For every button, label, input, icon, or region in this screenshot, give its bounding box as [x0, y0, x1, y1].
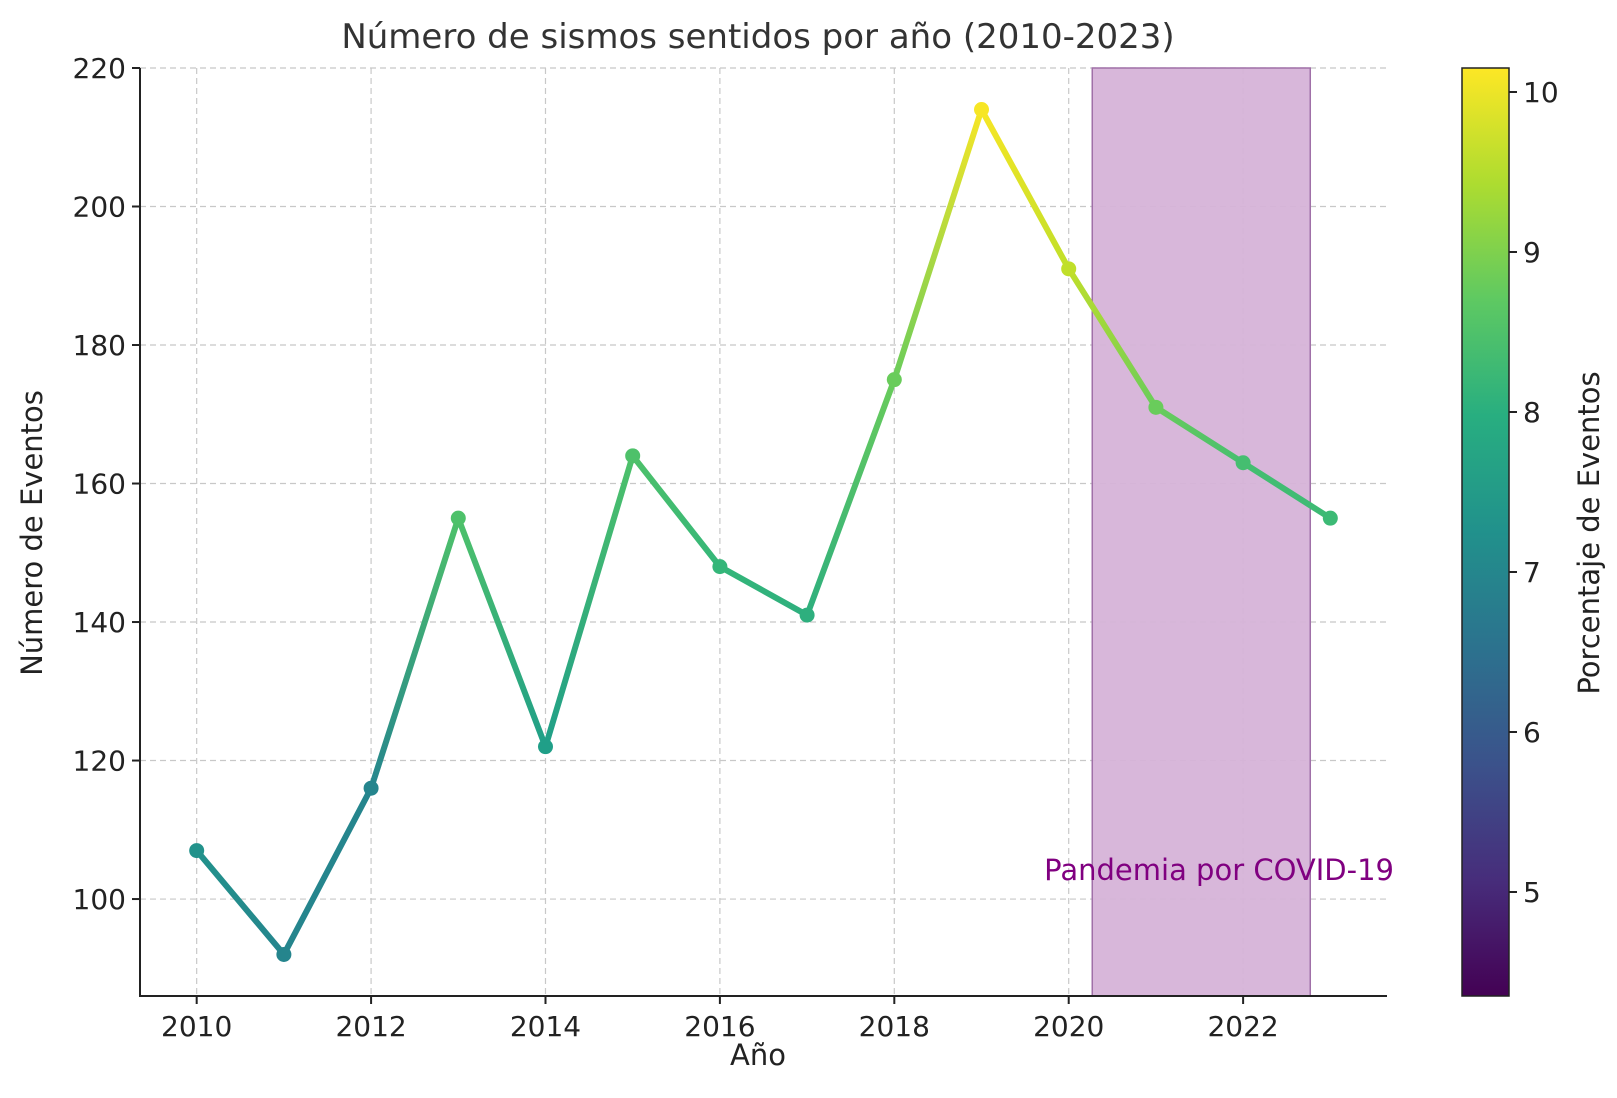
covid-shaded-region — [1091, 67, 1312, 997]
line-segment-2017-2018 — [804, 376, 898, 619]
series-line — [193, 106, 1334, 958]
x-tick-label: 2022 — [1207, 1010, 1278, 1043]
x-tick-label: 2010 — [161, 1010, 232, 1043]
colorbar-tick-label: 10 — [1523, 76, 1559, 109]
colorbar-tick-label: 5 — [1523, 876, 1541, 909]
line-segment-2013-2014 — [455, 515, 549, 750]
x-tick-label: 2018 — [859, 1010, 930, 1043]
line-segment-2021-2022 — [1152, 404, 1247, 466]
x-tick-label: 2014 — [510, 1010, 581, 1043]
data-point-2023 — [1322, 510, 1338, 526]
y-tick-label: 140 — [73, 606, 126, 639]
data-point-2013 — [450, 510, 466, 526]
y-tick-label: 100 — [73, 883, 126, 916]
data-point-2021 — [1148, 399, 1164, 415]
x-axis-label: Año — [730, 1038, 786, 1072]
y-tick-label: 180 — [73, 329, 126, 362]
grid-lines — [140, 67, 1387, 996]
colorbar: 5 6 7 8 9 10 — [1461, 67, 1559, 997]
y-tick-label: 120 — [73, 745, 126, 778]
data-point-2015 — [625, 448, 641, 464]
data-point-2016 — [712, 559, 728, 575]
data-point-2017 — [799, 607, 815, 623]
line-segment-2015-2016 — [629, 452, 723, 570]
data-point-2012 — [363, 780, 379, 796]
line-segment-2010-2011 — [193, 847, 287, 958]
colorbar-tick-label: 6 — [1523, 716, 1541, 749]
data-point-2011 — [276, 946, 292, 962]
axes — [139, 68, 1387, 997]
data-point-2010 — [189, 843, 205, 859]
data-point-2018 — [886, 372, 902, 388]
y-axis-ticks: 100 120 140 160 180 200 220 — [73, 52, 140, 916]
x-tick-label: 2016 — [684, 1010, 755, 1043]
line-segment-2019-2020 — [978, 106, 1072, 272]
colorbar-tick-label: 8 — [1523, 396, 1541, 429]
data-point-2020 — [1061, 261, 1077, 277]
y-axis-label: Número de Eventos — [15, 390, 49, 676]
series-points — [189, 102, 1338, 962]
colorbar-tick-label: 9 — [1523, 236, 1541, 269]
line-segment-2014-2015 — [542, 452, 636, 750]
line-segment-2020-2021 — [1065, 265, 1159, 411]
chart-title: Número de sismos sentidos por año (2010-… — [341, 17, 1174, 57]
axis-spines — [139, 68, 1387, 997]
colorbar-label: Porcentaje de Eventos — [1572, 371, 1606, 694]
y-tick-label: 220 — [73, 52, 126, 85]
x-tick-label: 2020 — [1033, 1010, 1104, 1043]
data-point-2022 — [1235, 455, 1251, 471]
x-axis-ticks: 2010 2012 2014 2016 2018 2020 2022 — [161, 996, 1279, 1043]
data-point-2019 — [974, 102, 990, 118]
y-tick-label: 200 — [73, 191, 126, 224]
line-segment-2011-2012 — [280, 785, 375, 958]
colorbar-tick-label: 7 — [1523, 556, 1541, 589]
line-segment-2012-2013 — [368, 515, 462, 792]
covid-shade-rect — [1091, 67, 1312, 997]
data-point-2014 — [537, 739, 553, 755]
shaded-region-label: Pandemia por COVID-19 — [1044, 853, 1394, 887]
x-tick-label: 2012 — [335, 1010, 406, 1043]
line-segment-2022-2023 — [1240, 459, 1334, 522]
line-segment-2016-2017 — [716, 563, 811, 619]
y-tick-label: 160 — [73, 468, 126, 501]
colorbar-gradient — [1461, 67, 1510, 997]
line-segment-2018-2019 — [891, 106, 985, 383]
